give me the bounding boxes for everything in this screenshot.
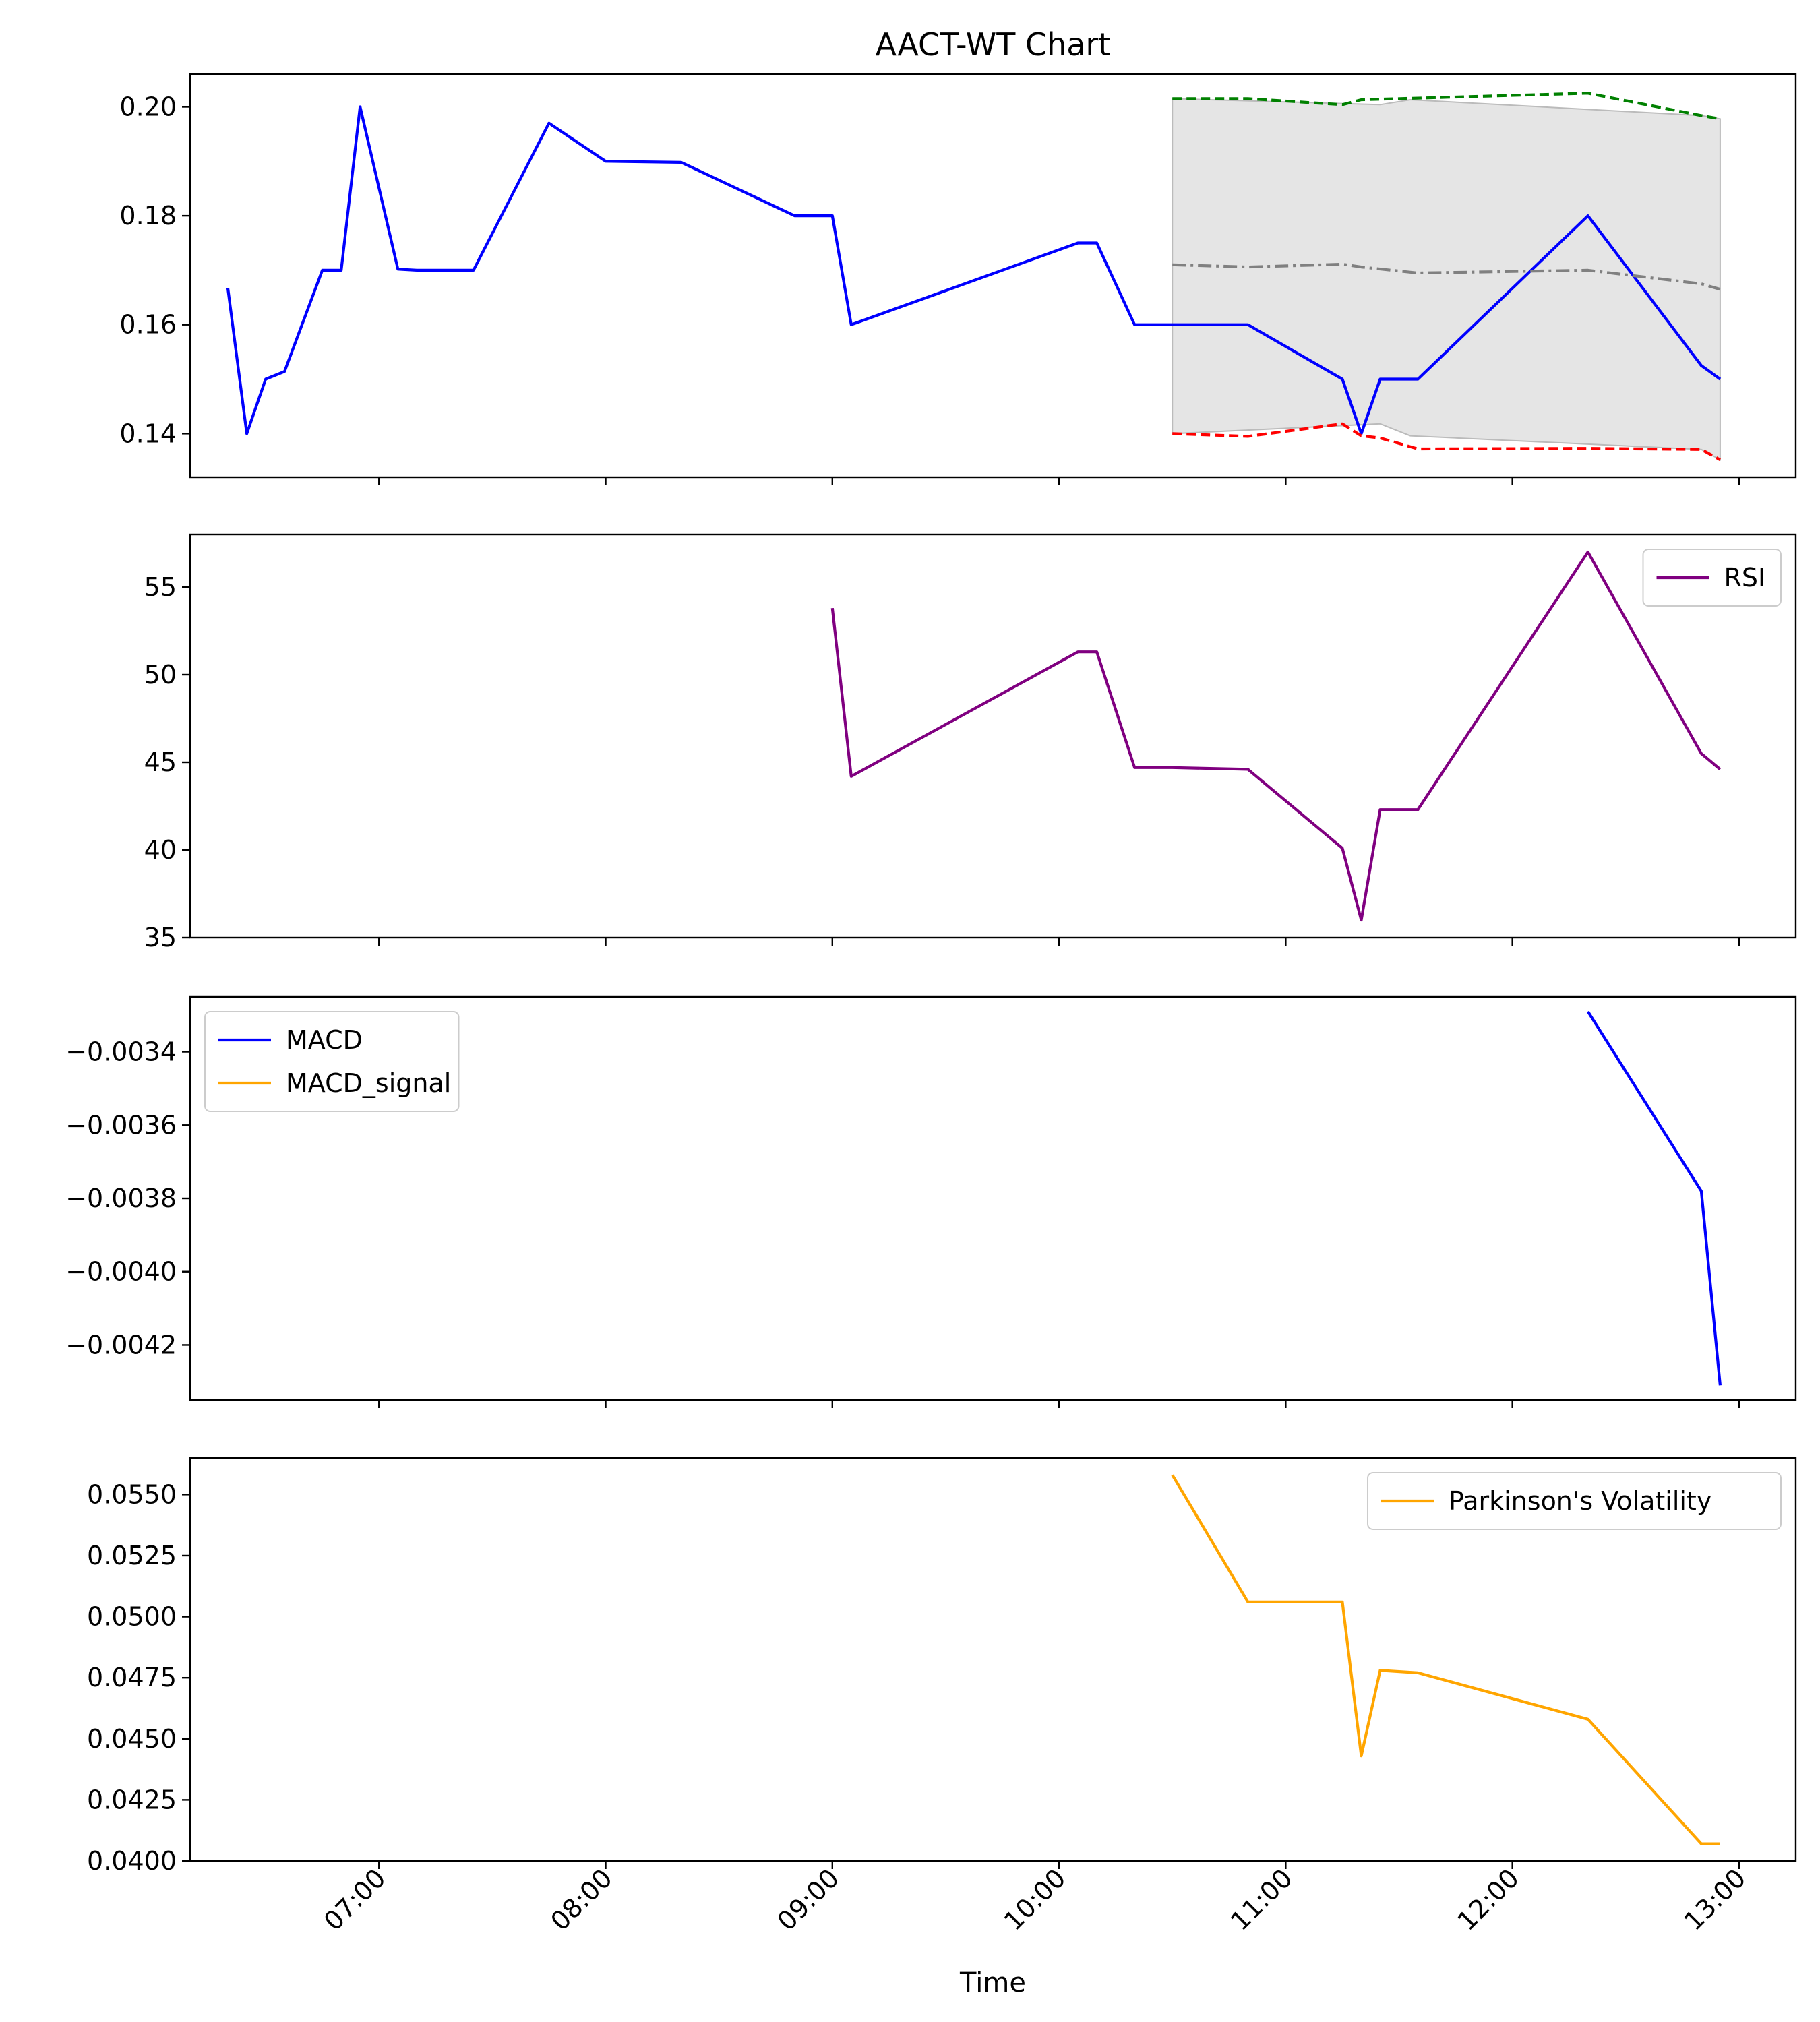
- panel-macd: −0.0034−0.0036−0.0038−0.0040−0.0042MACDM…: [65, 995, 1797, 1408]
- y-tick-label: 0.0550: [87, 1479, 177, 1509]
- chart-title: AACT-WT Chart: [876, 26, 1111, 63]
- series-line-rsi-0: [830, 550, 1722, 922]
- legend-rsi: RSI: [1642, 549, 1782, 607]
- y-tick-label: 0.0400: [87, 1846, 177, 1876]
- y-tick-label: 0.16: [119, 310, 177, 340]
- legend-frame: [1642, 549, 1782, 607]
- y-tick-label: −0.0038: [65, 1184, 177, 1213]
- series-line-macd-0: [1586, 1010, 1722, 1386]
- y-tick-label: 0.20: [119, 92, 177, 121]
- legend-label: RSI: [1724, 563, 1766, 592]
- y-tick-label: 40: [144, 835, 177, 865]
- axes-frame-price: [189, 73, 1797, 479]
- y-tick-label: 45: [144, 747, 177, 777]
- confidence-band: [1172, 98, 1721, 461]
- x-axis-label: Time: [959, 1967, 1026, 1998]
- panel-rsi: 35 40 45 50 55 RSI: [144, 533, 1797, 952]
- y-tick-label: −0.0042: [65, 1330, 177, 1359]
- legend-label: Parkinson's Volatility: [1449, 1486, 1711, 1516]
- y-tick-label: 35: [144, 923, 177, 952]
- legend-label: MACD_signal: [286, 1068, 451, 1098]
- legend-macd: MACD MACD_signal: [204, 1011, 460, 1112]
- y-tick-label: 50: [144, 660, 177, 690]
- legend-label: MACD: [286, 1025, 363, 1055]
- y-tick-label: 0.0475: [87, 1663, 177, 1692]
- legend-frame: [204, 1011, 460, 1112]
- y-tick-label: 0.0525: [87, 1541, 177, 1570]
- y-tick-label: −0.0036: [65, 1110, 177, 1140]
- y-tick-label: 0.0500: [87, 1602, 177, 1632]
- y-tick-label: −0.0040: [65, 1257, 177, 1287]
- legend-frame: [1367, 1472, 1782, 1530]
- y-tick-label: 0.18: [119, 201, 177, 231]
- series-line-price-1: [1172, 92, 1721, 121]
- axes-frame-rsi: [189, 533, 1797, 939]
- y-tick-label: −0.0034: [65, 1037, 177, 1067]
- legend-volatility: Parkinson's Volatility: [1367, 1472, 1782, 1530]
- y-tick-label: 55: [144, 572, 177, 602]
- axes-frame-volatility: [189, 1457, 1797, 1862]
- panel-price: 0.14 0.16 0.18 0.20: [119, 73, 1797, 485]
- y-tick-label: 0.0450: [87, 1724, 177, 1754]
- y-tick-label: 0.0425: [87, 1785, 177, 1814]
- series-line-price-2: [1172, 262, 1721, 291]
- series-line-price-0: [226, 105, 1722, 435]
- y-tick-label: 0.14: [119, 419, 177, 448]
- series-line-volatility-0: [1171, 1474, 1720, 1845]
- series-line-price-3: [1172, 422, 1721, 461]
- panels-layer: 0.14 0.16 0.18 0.20 35 40 45 50 55 RSI −0.0034 −0.0…: [65, 73, 1797, 1936]
